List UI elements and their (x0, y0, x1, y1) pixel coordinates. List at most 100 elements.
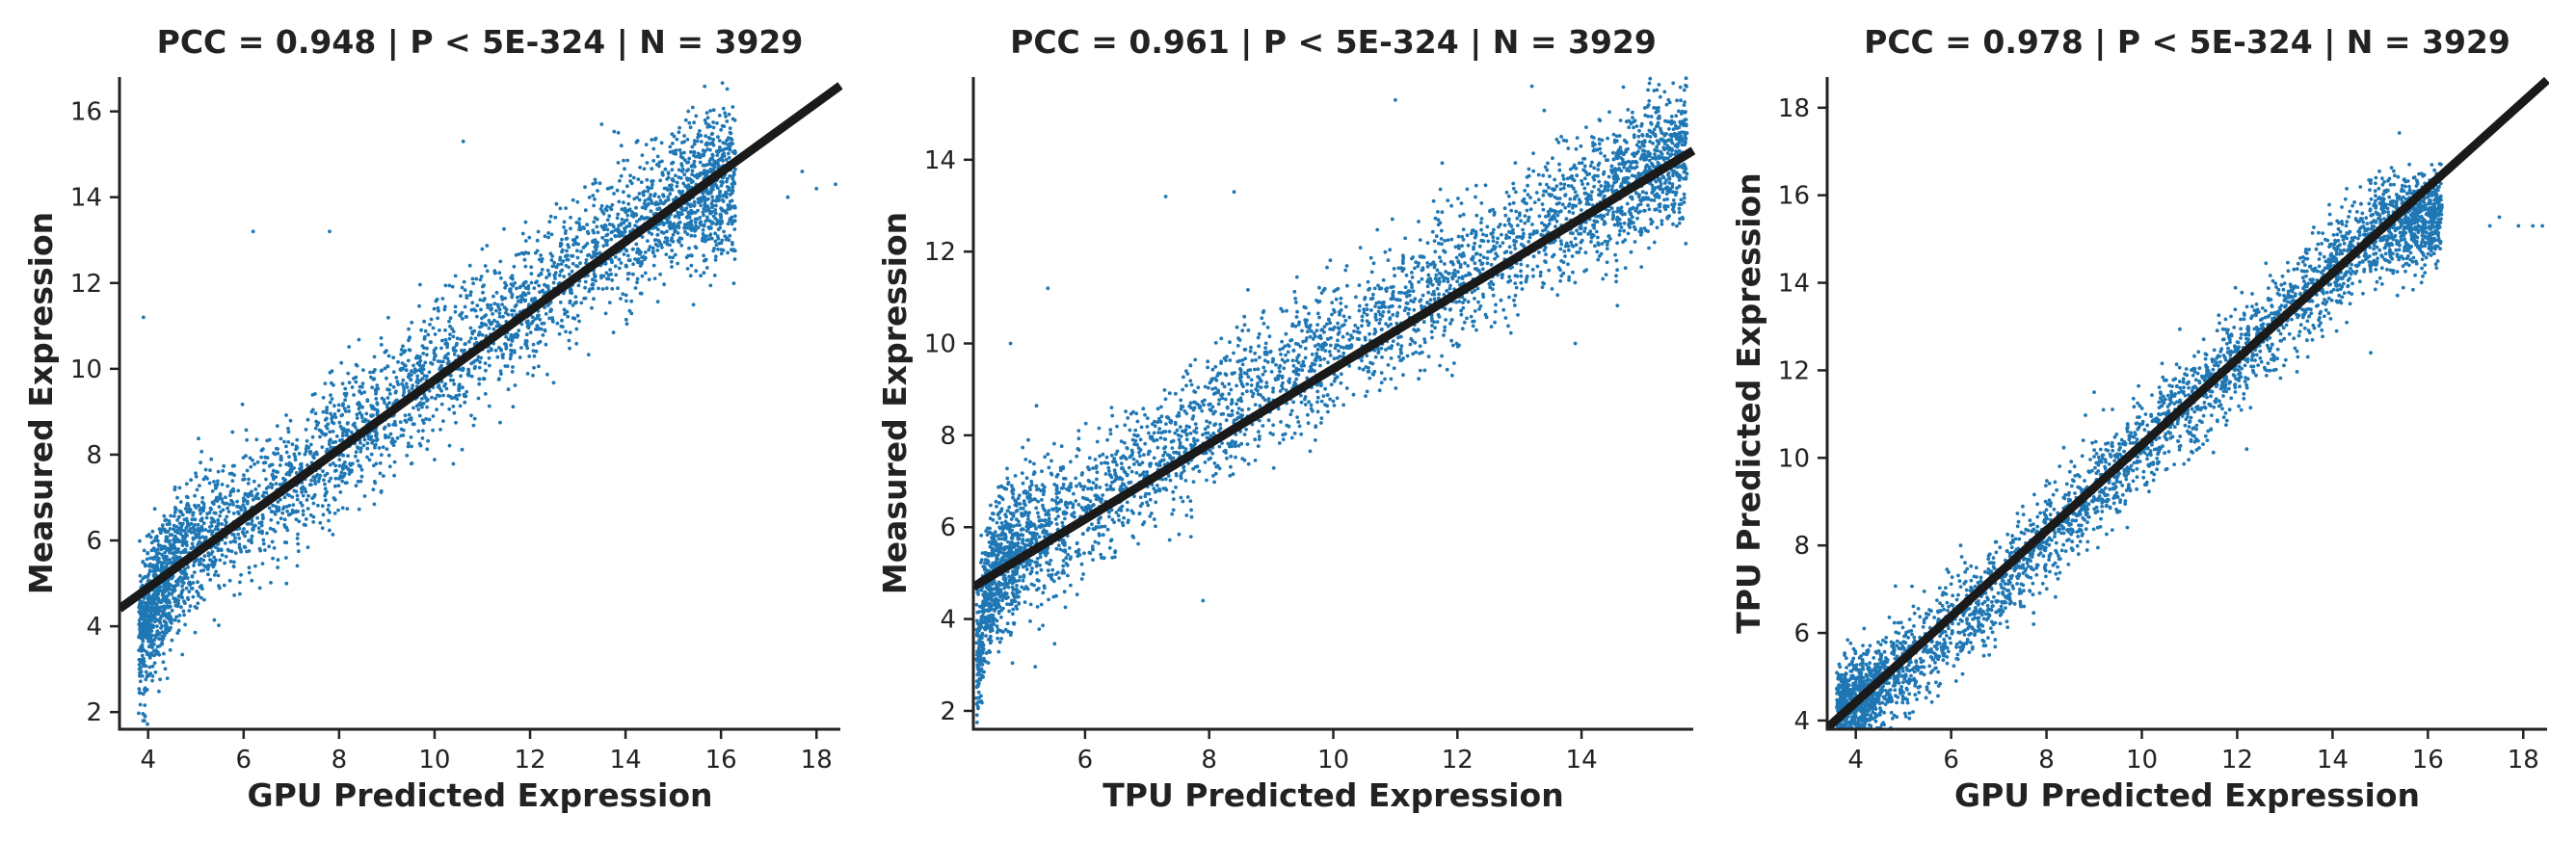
scatter-point (1403, 285, 1408, 290)
scatter-point (263, 455, 268, 460)
scatter-point (600, 287, 605, 291)
scatter-point (386, 453, 391, 458)
scatter-point (246, 482, 251, 486)
scatter-point (333, 484, 337, 488)
scatter-point (145, 534, 149, 539)
scatter-point (460, 348, 464, 353)
scatter-point (329, 393, 332, 397)
scatter-point (1240, 329, 1245, 333)
scatter-point (590, 305, 594, 310)
scatter-point (336, 484, 341, 487)
scatter-point (157, 637, 161, 641)
scatter-point (279, 458, 283, 462)
scatter-point (1600, 242, 1605, 246)
scatter-point (145, 614, 148, 618)
scatter-point (1647, 98, 1652, 103)
scatter-point (732, 181, 737, 186)
scatter-point (516, 300, 520, 303)
scatter-point (673, 229, 677, 234)
scatter-point (182, 599, 186, 604)
scatter-point (668, 255, 672, 259)
scatter-point (393, 390, 398, 395)
scatter-point (478, 277, 483, 282)
scatter-point (688, 125, 693, 130)
scatter-point (1393, 274, 1396, 278)
scatter-point (282, 540, 287, 544)
scatter-point (497, 311, 502, 315)
scatter-point (721, 194, 726, 198)
scatter-point (251, 458, 254, 462)
scatter-point (173, 550, 176, 555)
scatter-point (1248, 349, 1253, 354)
scatter-point (227, 578, 232, 583)
scatter-point (169, 513, 173, 518)
scatter-point (189, 478, 194, 483)
scatter-point (591, 286, 595, 291)
scatter-point (338, 490, 343, 494)
scatter-point (410, 386, 414, 391)
scatter-point (406, 358, 411, 363)
scatter-point (619, 173, 624, 178)
scatter-point (689, 211, 694, 216)
scatter-point (1246, 375, 1251, 380)
scatter-point (629, 299, 634, 303)
scatter-point (674, 148, 678, 152)
scatter-point (996, 636, 999, 641)
scatter-point (705, 116, 710, 119)
scatter-point (196, 558, 199, 562)
scatter-point (714, 243, 719, 248)
scatter-point (143, 564, 147, 568)
scatter-point (403, 349, 408, 354)
scatter-point (479, 275, 484, 278)
scatter-point (424, 417, 428, 421)
scatter-point (420, 436, 425, 440)
scatter-point (594, 278, 598, 283)
scatter-point (184, 516, 189, 521)
scatter-point (695, 175, 700, 180)
scatter-point (503, 364, 508, 368)
scatter-point (172, 513, 176, 518)
scatter-point (677, 224, 681, 229)
scatter-point (147, 628, 151, 633)
scatter-point (318, 434, 322, 439)
scatter-point (297, 519, 302, 524)
scatter-point (632, 197, 637, 201)
scatter-point (677, 236, 682, 241)
scatter-point (421, 429, 425, 433)
scatter-point (636, 260, 641, 265)
scatter-point (473, 336, 478, 341)
scatter-point (193, 517, 198, 521)
scatter-point (607, 301, 612, 304)
scatter-point (289, 469, 294, 474)
scatter-point (713, 208, 718, 212)
scatter-point (513, 304, 518, 308)
scatter-point (524, 339, 529, 343)
scatter-point (1253, 403, 1258, 407)
scatter-point (731, 281, 736, 285)
scatter-point (176, 549, 181, 554)
scatter-point (152, 653, 157, 658)
scatter-point (709, 236, 714, 241)
scatter-point (1071, 505, 1076, 510)
scatter-point (1417, 377, 1421, 381)
scatter-point (162, 651, 166, 656)
scatter-point (1617, 232, 1622, 237)
scatter-point (333, 463, 338, 468)
scatter-point (709, 191, 713, 195)
scatter-point (1452, 268, 1457, 273)
scatter-point (565, 236, 570, 241)
scatter-point (1367, 288, 1370, 292)
scatter-point (643, 198, 648, 203)
x-tick-label: 14 (610, 746, 642, 775)
scatter-point (652, 276, 657, 280)
scatter-point (387, 401, 391, 406)
scatter-point (449, 373, 453, 378)
scatter-point (1670, 141, 1675, 145)
scatter-point (272, 546, 277, 550)
scatter-point (574, 341, 579, 346)
scatter-point (152, 661, 157, 666)
scatter-point (646, 197, 651, 201)
scatter-point (194, 532, 198, 537)
scatter-point (275, 424, 279, 429)
scatter-point (558, 255, 563, 260)
